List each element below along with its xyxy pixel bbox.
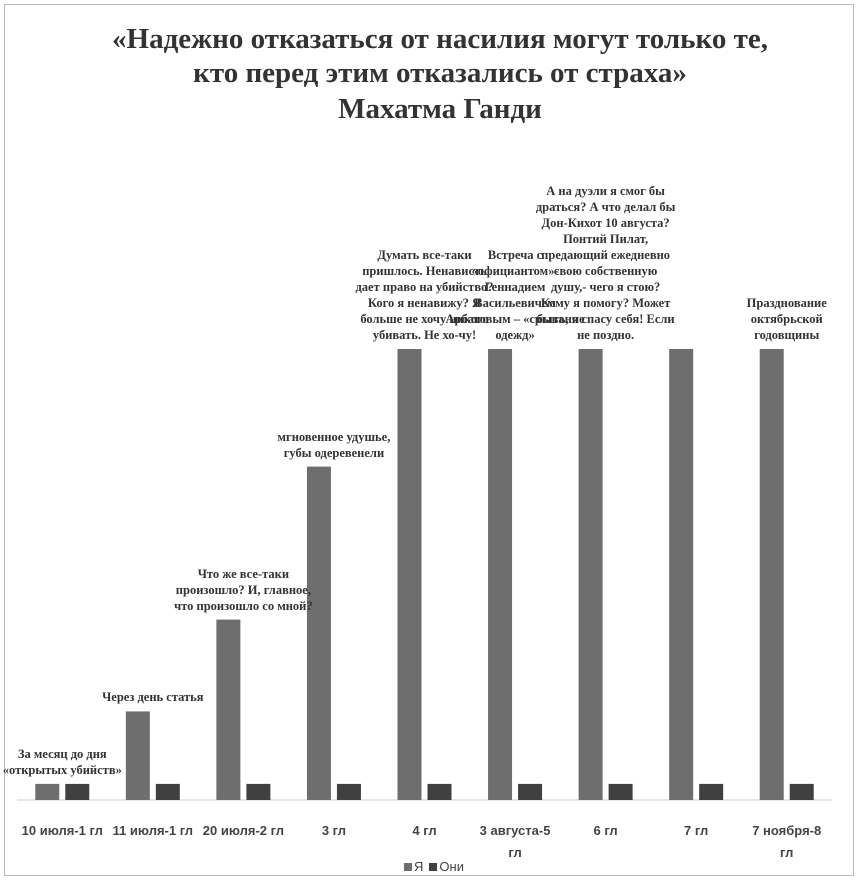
bar <box>125 711 150 800</box>
bar <box>789 783 814 800</box>
legend: Я Они <box>0 859 862 874</box>
bar <box>306 466 331 800</box>
x-tick-label: 7 гл <box>684 823 709 838</box>
bar <box>608 783 633 800</box>
annotation: Думать все-таки пришлось. Ненависть дает… <box>355 248 494 342</box>
x-tick-label: 11 июля-1 гл <box>112 823 194 838</box>
chart-subtitle: Махатма Ганди <box>338 93 542 125</box>
x-tick-label: 20 июля-2 гл <box>202 823 284 838</box>
annotation: А на дуэли я смог бы драться? А что дела… <box>535 184 676 342</box>
bar <box>155 783 180 800</box>
bar <box>216 619 241 800</box>
annotation: Встреча с «официантом»- Геннадием Василь… <box>445 248 585 342</box>
legend-label: Я <box>414 859 424 874</box>
x-tick-label: 4 гл <box>412 823 437 838</box>
annotation: За месяц до дня «открытых убийств» <box>2 746 122 777</box>
bar <box>488 349 513 800</box>
annotation: мгновенное удушье, губы одеревенели <box>277 429 391 460</box>
annotation: Празднование октябрьской годовщины <box>746 296 827 342</box>
x-tick-label: 7 ноября-8 гл <box>752 823 822 860</box>
legend-swatch <box>429 863 438 871</box>
x-tick-label: 3 гл <box>321 823 347 838</box>
bar <box>759 349 784 800</box>
annotation: Через день статья <box>102 690 204 705</box>
bar <box>35 783 60 800</box>
bar <box>246 783 271 800</box>
bar <box>518 783 543 800</box>
x-tick-label: 6 гл <box>593 823 618 838</box>
chart-frame <box>4 4 854 876</box>
bar <box>397 349 422 800</box>
bar <box>65 783 90 800</box>
bar <box>699 783 724 800</box>
legend-label: Они <box>439 859 464 874</box>
bar <box>336 783 361 800</box>
annotation: Что же все-таки произошло? И, главное, ч… <box>174 566 313 613</box>
chart-title: «Надежно отказаться от насилия могут тол… <box>112 23 768 89</box>
bar <box>578 349 603 800</box>
x-tick-label: 10 июля-1 гл <box>21 823 103 838</box>
bar <box>669 349 694 800</box>
bar <box>427 783 452 800</box>
legend-swatch <box>404 863 413 871</box>
x-tick-label: 3 августа-5 гл <box>479 823 551 860</box>
